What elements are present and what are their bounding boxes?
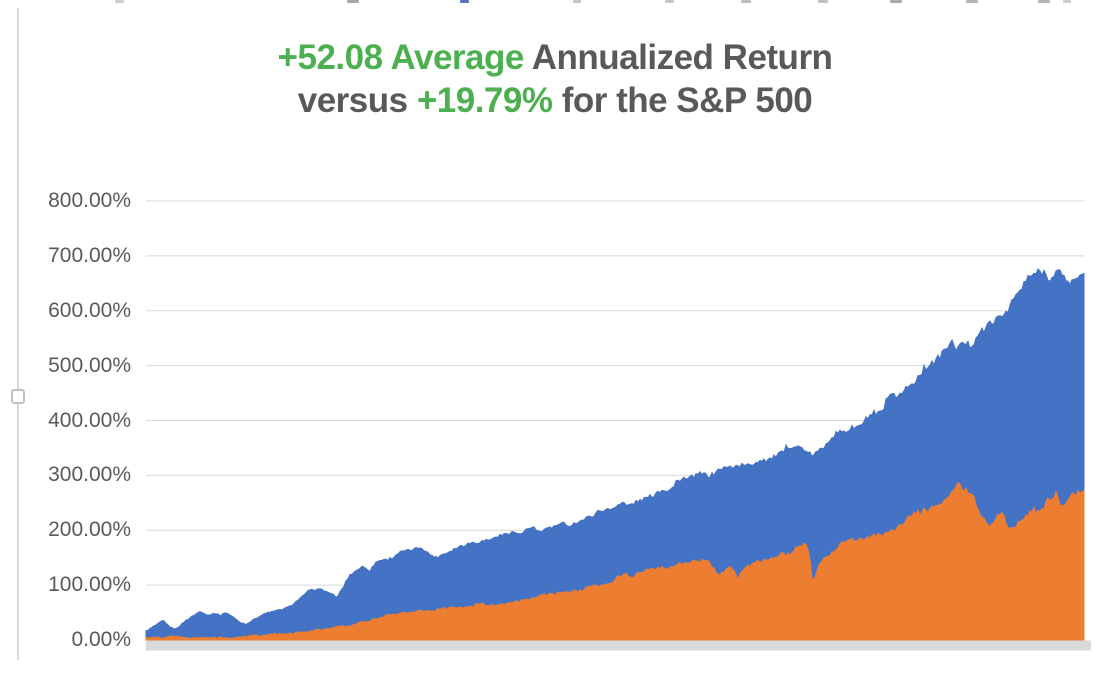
chart-title-line1: +52.08 Average Annualized Return — [20, 36, 1090, 79]
y-axis-label: 100.00% — [48, 573, 131, 597]
top-edge-artifact — [890, 0, 902, 3]
y-axis-label: 0.00% — [71, 628, 131, 651]
title-sp500-return-value: +19.79% — [416, 81, 553, 120]
y-axis-label: 700.00% — [48, 243, 131, 267]
top-edge-artifact — [347, 0, 359, 3]
y-axis-label: 800.00% — [48, 189, 131, 212]
y-axis-label: 300.00% — [48, 463, 131, 487]
top-edge-artifact — [573, 0, 581, 3]
y-axis-label: 200.00% — [48, 518, 131, 542]
chart-title-line2: versus +19.79% for the S&P 500 — [20, 79, 1090, 122]
top-edge-artifact — [741, 0, 751, 3]
title-line2-rest: for the S&P 500 — [552, 81, 813, 120]
y-axis-label: 500.00% — [48, 353, 131, 377]
x-axis-band — [146, 640, 1091, 651]
orange-area-sp500-cumulative-return — [145, 481, 1085, 641]
title-versus-label: versus — [297, 81, 417, 120]
top-edge-artifact — [818, 0, 828, 3]
title-return-value: +52.08 Average — [277, 38, 525, 77]
top-edge-artifact — [966, 0, 978, 3]
chart-title: +52.08 Average Annualized Return versus … — [20, 36, 1090, 122]
y-axis-label: 600.00% — [48, 298, 131, 322]
top-edge-artifact — [460, 0, 469, 3]
top-edge-artifact — [1038, 0, 1050, 3]
top-edge-artifact — [115, 0, 124, 3]
chart-object-left-border — [17, 8, 19, 660]
top-edge-artifact — [1063, 0, 1071, 3]
y-axis-label: 400.00% — [48, 408, 131, 432]
chart-selection-handle[interactable] — [11, 389, 25, 404]
title-line1-rest: Annualized Return — [523, 38, 833, 77]
top-edge-artifact — [665, 0, 674, 3]
